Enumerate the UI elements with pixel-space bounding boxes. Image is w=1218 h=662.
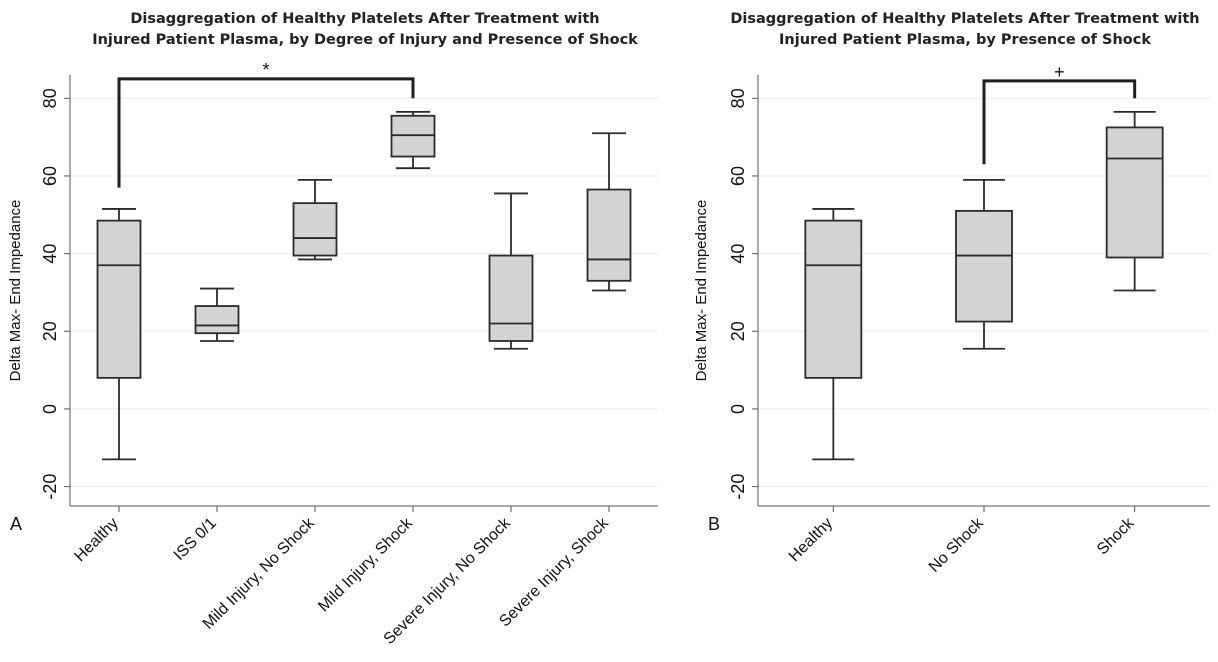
- chart-a-y-tick-label: 20: [40, 321, 60, 341]
- chart-a-significance-symbol: *: [262, 60, 269, 80]
- chart-a-box: [488, 254, 534, 342]
- chart-a-panel-label: A: [10, 514, 22, 534]
- chart-a-x-tick-label: ISS 0/1: [171, 515, 220, 564]
- chart-b-significance-bracket: [982, 79, 1137, 165]
- chart-b-box: [804, 219, 863, 379]
- chart-a-title-line-2: Injured Patient Plasma, by Degree of Inj…: [92, 32, 638, 48]
- chart-a-title-line-1: Disaggregation of Healthy Platelets Afte…: [130, 11, 600, 27]
- chart-a-y-tick-label: 60: [40, 166, 60, 186]
- chart-a-x-tick-label: Healthy: [71, 515, 121, 565]
- chart-b-x-tick-label: Shock: [1094, 514, 1138, 558]
- chart-b-y-tick-label: -20: [728, 474, 748, 500]
- chart-a-box: [194, 305, 240, 335]
- chart-a-y-axis-label: Delta Max- End Impedance: [7, 200, 24, 382]
- chart-a-y-tick-label: 80: [40, 88, 60, 108]
- chart-b-x-tick-label: Healthy: [786, 515, 836, 565]
- chart-b-y-axis-label: Delta Max- End Impedance: [693, 200, 710, 382]
- chart-a-box: [586, 188, 632, 282]
- chart-b-y-tick-label: 20: [728, 321, 748, 341]
- chart-a-box: [96, 219, 142, 379]
- chart-a-title: Disaggregation of Healthy Platelets Afte…: [70, 9, 660, 51]
- chart-b-y-tick-label: 80: [728, 88, 748, 108]
- chart-b-title: Disaggregation of Healthy Platelets Afte…: [715, 9, 1215, 51]
- chart-b-y-tick-label: 60: [728, 166, 748, 186]
- chart-a-x-tick-label: Mild Injury, Shock: [315, 514, 416, 615]
- chart-a-x-tick-label: Severe Injury, Shock: [496, 514, 612, 630]
- chart-b-y-tick-label: 0: [728, 404, 748, 414]
- chart-b-box: [1105, 126, 1164, 259]
- chart-b-significance-symbol: +: [1054, 62, 1065, 82]
- chart-a-box: [292, 202, 338, 257]
- chart-a-plot: -20 0 20 40 60 80 Delta Max- End Impedance A Hea…: [7, 60, 658, 648]
- chart-b-title-line-2: Injured Patient Plasma, by Presence of S…: [779, 32, 1151, 48]
- chart-b-x-tick-label: No Shock: [926, 514, 988, 576]
- chart-a-x-tick-label: Mild Injury, No Shock: [200, 514, 319, 633]
- chart-b-panel-label: B: [708, 514, 720, 534]
- chart-b-y-tick-label: 40: [728, 244, 748, 264]
- chart-a-significance-bracket: [117, 77, 415, 188]
- chart-a-y-tick-label: 0: [40, 404, 60, 414]
- chart-a-y-tick-label: 40: [40, 244, 60, 264]
- chart-a-box: [390, 114, 436, 158]
- chart-a-y-tick-label: -20: [40, 474, 60, 500]
- chart-b-title-line-1: Disaggregation of Healthy Platelets Afte…: [730, 11, 1200, 27]
- chart-b-plot: -20 0 20 40 60 80 Delta Max- End Impedance B Hea…: [693, 62, 1210, 576]
- chart-b-box: [955, 210, 1013, 323]
